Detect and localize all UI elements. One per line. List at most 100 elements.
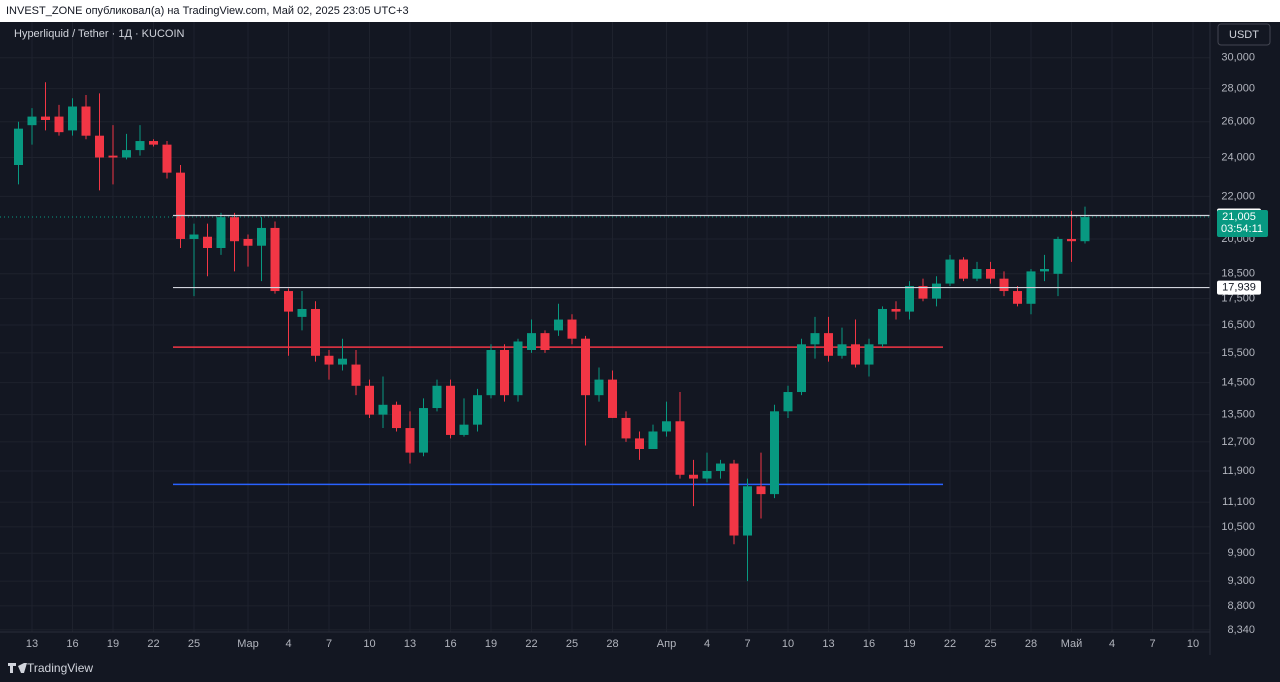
candle-body (176, 172, 185, 239)
x-tick-label: 16 (444, 638, 456, 650)
x-tick-label: 4 (704, 638, 710, 650)
candle-body (500, 350, 509, 396)
candle-body (473, 395, 482, 425)
x-tick-label: 22 (147, 638, 159, 650)
candle-body (365, 385, 374, 415)
countdown: 03:54:11 (1221, 223, 1263, 235)
candle-body (540, 333, 550, 351)
y-tick-label: 24,000 (1221, 151, 1255, 163)
x-tick-label: 22 (944, 638, 956, 650)
candle-body (662, 421, 671, 432)
x-tick-label: 25 (566, 638, 578, 650)
x-tick-label: 19 (485, 638, 497, 650)
candle-body (446, 385, 455, 435)
x-tick-label: 25 (188, 638, 200, 650)
candle-body (770, 411, 779, 495)
y-tick-label: 8,800 (1227, 600, 1255, 612)
candle-body (702, 470, 712, 479)
candle-body (824, 333, 833, 356)
x-tick-label: 28 (606, 638, 618, 650)
logo-text: TradingView (27, 661, 93, 675)
x-tick-label: 4 (285, 638, 291, 650)
candle-body (864, 344, 874, 365)
candle-body (783, 392, 793, 412)
candle-body (486, 350, 496, 396)
candle-body (14, 128, 23, 166)
y-tick-label: 9,900 (1227, 547, 1255, 559)
candle-body (648, 431, 658, 450)
x-tick-label: 19 (107, 638, 119, 650)
candle-body (230, 217, 239, 242)
x-tick-label: Май (1061, 638, 1083, 650)
logo-icon (8, 663, 27, 673)
currency-button[interactable] (1217, 23, 1271, 46)
y-tick-label: 18,500 (1221, 268, 1255, 280)
y-tick-label: 26,000 (1221, 116, 1255, 128)
x-tick-label: 7 (1149, 638, 1155, 650)
grid (0, 22, 1210, 632)
y-tick-label: 17,500 (1221, 293, 1255, 305)
candle-body (297, 308, 307, 317)
x-tick-label: Мар (237, 638, 259, 650)
candle-body (527, 333, 536, 351)
candle-body (729, 463, 739, 536)
y-tick-label: 10,500 (1221, 521, 1255, 533)
candle-body (797, 344, 806, 393)
currency[interactable]: USDT (1229, 29, 1259, 41)
candle-body (891, 308, 901, 312)
x-tick-label: 10 (782, 638, 794, 650)
candle-body (216, 217, 226, 248)
y-tick-label: 30,000 (1221, 52, 1255, 64)
candle-body (1067, 238, 1076, 242)
candle-body (945, 259, 955, 284)
candle-body (135, 141, 145, 151)
candle-body (567, 319, 577, 339)
candle-body (459, 424, 469, 435)
x-tick-label: 25 (984, 638, 996, 650)
y-tick-label: 8,340 (1227, 624, 1255, 636)
candle-body (351, 364, 361, 386)
x-tick-label: 7 (744, 638, 750, 650)
candle-body (743, 486, 752, 536)
candle-body (851, 344, 860, 365)
y-tick-label: 11,900 (1222, 465, 1255, 477)
candle-body (405, 428, 415, 453)
price-label: 17,939 (1222, 281, 1256, 293)
x-tick-label: 10 (1187, 638, 1199, 650)
candle-body (608, 379, 617, 418)
candle-body (554, 319, 563, 331)
x-tick-label: 16 (863, 638, 875, 650)
candle-body (621, 417, 631, 439)
candle-body (986, 269, 995, 279)
y-tick-label: 16,500 (1221, 319, 1255, 331)
candle-body (689, 474, 698, 479)
candle-body (122, 150, 131, 158)
candle-body (392, 404, 401, 429)
candle-body (1013, 291, 1022, 304)
candle-body (675, 421, 685, 475)
candle-body (41, 116, 50, 121)
y-tick-label: 11,100 (1222, 496, 1255, 508)
candle-body (905, 286, 914, 312)
candle-body (1053, 238, 1063, 274)
candle-body (257, 227, 266, 246)
candle-body (513, 341, 523, 396)
plot (0, 82, 1210, 582)
candle-body (810, 333, 820, 345)
last-price-label: 21,005 (1222, 211, 1256, 223)
candle-body (54, 116, 64, 133)
candle-body (338, 358, 347, 365)
candle-body (378, 404, 388, 415)
chart-background (0, 22, 1280, 682)
x-tick-label: 13 (404, 638, 416, 650)
y-tick-label: 28,000 (1221, 83, 1255, 95)
candle-body (972, 269, 982, 279)
y-tick-label: 15,500 (1221, 347, 1255, 359)
x-tick-label: 22 (525, 638, 537, 650)
candle-body (635, 438, 644, 450)
y-tick-label: 22,000 (1221, 190, 1255, 202)
x-tick-label: 7 (326, 638, 332, 650)
x-tick-label: 19 (903, 638, 915, 650)
candle-body (284, 291, 293, 312)
